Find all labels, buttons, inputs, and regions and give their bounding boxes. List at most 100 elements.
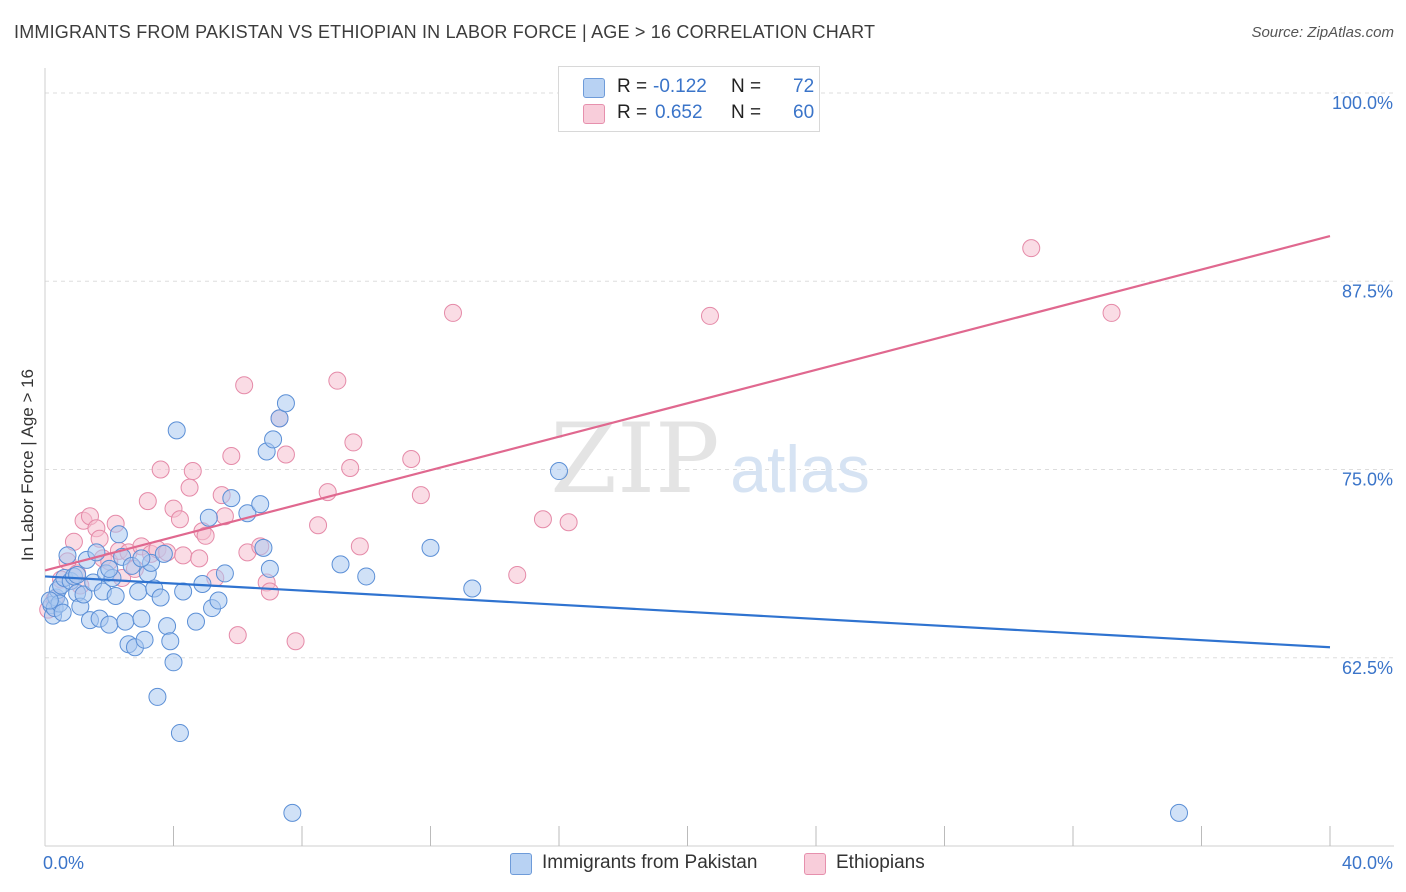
y-tick-label: 75.0% bbox=[1342, 470, 1393, 490]
pakistan-point bbox=[251, 495, 270, 514]
bottom-legend-swatch-ethiopians bbox=[804, 853, 826, 875]
pakistan-point bbox=[264, 430, 283, 449]
ethiopian-point bbox=[180, 478, 199, 497]
pakistan-point bbox=[222, 489, 241, 508]
watermark-atlas: atlas bbox=[730, 432, 869, 506]
ethiopian-point bbox=[222, 446, 241, 465]
ethiopian-point bbox=[559, 513, 578, 532]
ethiopian-point bbox=[183, 462, 202, 481]
pakistan-point bbox=[164, 653, 183, 672]
pakistan-point bbox=[550, 462, 568, 481]
pakistan-point bbox=[135, 630, 154, 649]
pakistan-point bbox=[58, 546, 77, 565]
pakistan-point bbox=[186, 612, 205, 631]
ethiopian-point bbox=[196, 526, 215, 545]
ethiopian-point bbox=[411, 486, 430, 505]
pakistan-point bbox=[100, 559, 119, 578]
chart-title: IMMIGRANTS FROM PAKISTAN VS ETHIOPIAN IN… bbox=[14, 22, 876, 42]
bottom-legend-label-ethiopians: Ethiopians bbox=[836, 852, 925, 873]
correlation-legend: R = -0.122 N = 72 R = 0.652 N = 60 bbox=[558, 66, 820, 132]
pakistan-point bbox=[148, 687, 167, 706]
legend-r-label: R = bbox=[617, 76, 648, 97]
pakistan-point bbox=[209, 591, 228, 610]
ethiopian-point bbox=[443, 303, 462, 322]
pakistan-point bbox=[283, 803, 302, 822]
pakistan-trend-line bbox=[44, 575, 1331, 649]
pakistan-point bbox=[170, 724, 189, 743]
ethiopian-point bbox=[344, 433, 363, 452]
pakistan-point bbox=[154, 544, 173, 563]
legend-n-value: 60 bbox=[793, 102, 815, 123]
pakistan-point bbox=[132, 549, 151, 568]
ethiopian-point bbox=[309, 516, 328, 535]
grid-layer bbox=[45, 92, 1394, 659]
x-tick-label: 0.0% bbox=[43, 853, 84, 873]
pakistan-point bbox=[109, 525, 128, 544]
legend-r-value: 0.652 bbox=[655, 102, 703, 123]
ethiopian-point bbox=[235, 376, 254, 395]
ethiopian-point bbox=[260, 582, 279, 601]
pakistan-point bbox=[129, 582, 148, 601]
ethiopian-point bbox=[190, 549, 209, 568]
pakistan-point bbox=[74, 585, 93, 604]
pakistan-point bbox=[151, 588, 170, 607]
ethiopian-trend-line bbox=[44, 235, 1331, 572]
pakistan-point bbox=[100, 615, 119, 634]
legend-r-label: R = bbox=[617, 102, 648, 123]
pakistan-point bbox=[215, 564, 234, 583]
pakistan-point bbox=[421, 538, 440, 557]
ethiopian-point bbox=[1022, 239, 1041, 258]
pakistan-point bbox=[260, 559, 279, 578]
y-tick-label: 87.5% bbox=[1342, 281, 1393, 301]
legend-swatch-ethiopians bbox=[583, 104, 605, 124]
ethiopian-point bbox=[350, 537, 369, 556]
pakistan-point bbox=[463, 579, 482, 598]
pakistan-point bbox=[132, 609, 151, 628]
trend-layer bbox=[44, 235, 1331, 649]
pakistan-point bbox=[167, 421, 186, 440]
pakistan-point bbox=[68, 565, 87, 584]
pakistan-point bbox=[276, 394, 295, 413]
legend-n-value: 72 bbox=[793, 76, 815, 97]
source-note: Source: ZipAtlas.com bbox=[1251, 24, 1394, 41]
pakistan-point bbox=[40, 591, 59, 610]
legend-n-label: N = bbox=[731, 102, 762, 123]
pakistan-point bbox=[158, 617, 177, 636]
ethiopian-point bbox=[170, 510, 189, 529]
pakistan-point bbox=[270, 409, 289, 428]
ethiopian-point bbox=[1102, 303, 1121, 322]
ethiopian-point bbox=[700, 306, 719, 325]
points-layer bbox=[39, 239, 1189, 822]
legend-swatch-pakistan bbox=[583, 78, 605, 98]
y-tick-label: 62.5% bbox=[1342, 658, 1393, 678]
ethiopian-point bbox=[228, 626, 247, 645]
pakistan-point bbox=[116, 612, 135, 631]
ethiopian-point bbox=[508, 565, 527, 584]
pakistan-point bbox=[53, 603, 72, 622]
bottom-legend-label-pakistan: Immigrants from Pakistan bbox=[542, 852, 758, 873]
pakistan-point bbox=[357, 567, 376, 586]
watermark: ZIP atlas bbox=[550, 403, 869, 515]
ethiopian-point bbox=[151, 460, 170, 479]
tick-labels: 100.0% 87.5% 75.0% 62.5% 0.0% 40.0% bbox=[43, 93, 1393, 873]
ethiopian-point bbox=[174, 546, 193, 565]
ethiopian-point bbox=[138, 492, 157, 511]
ethiopian-point bbox=[402, 449, 421, 468]
watermark-zip: ZIP bbox=[550, 403, 719, 515]
ethiopian-point bbox=[328, 371, 347, 390]
ethiopian-point bbox=[286, 632, 305, 651]
pakistan-point bbox=[199, 508, 218, 527]
legend-r-value: -0.122 bbox=[653, 76, 707, 97]
axis-layer bbox=[44, 68, 1394, 847]
ethiopian-point bbox=[276, 445, 295, 464]
pakistan-point bbox=[106, 587, 125, 606]
ethiopian-point bbox=[341, 459, 360, 478]
pakistan-point bbox=[254, 538, 273, 557]
pakistan-point bbox=[161, 632, 180, 651]
legend-n-label: N = bbox=[731, 76, 762, 97]
y-tick-label: 100.0% bbox=[1332, 93, 1393, 113]
pakistan-point bbox=[331, 555, 350, 574]
pakistan-point bbox=[174, 582, 193, 601]
bottom-legend-swatch-pakistan bbox=[510, 853, 532, 875]
